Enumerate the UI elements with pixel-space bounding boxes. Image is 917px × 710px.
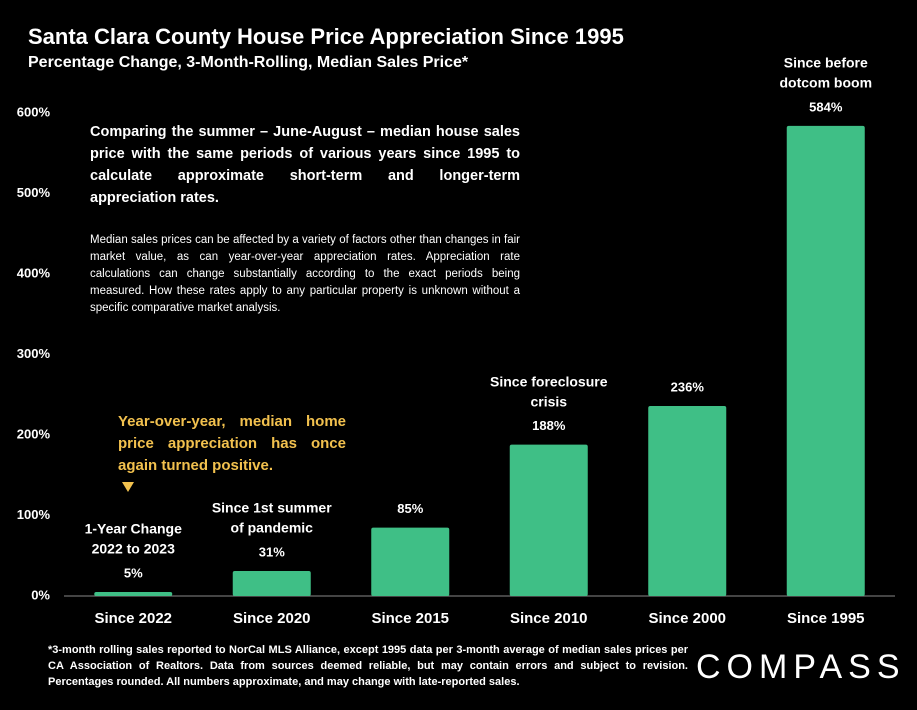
bar-note: 1-Year Change — [85, 521, 182, 537]
y-tick-label: 200% — [17, 426, 51, 441]
value-label: 85% — [397, 501, 423, 516]
bar — [232, 571, 311, 596]
highlight-text: Year-over-year, median home price apprec… — [118, 413, 346, 474]
x-tick-label: Since 2020 — [233, 610, 311, 627]
y-tick-label: 300% — [17, 346, 51, 361]
brand-logo: COMPASS — [696, 648, 906, 686]
intro-text: Comparing the summer – June-August – med… — [90, 124, 520, 206]
bar — [786, 125, 865, 596]
bar-note: Since 1st summer — [212, 500, 332, 516]
x-tick-label: Since 1995 — [787, 610, 865, 627]
value-label: 584% — [809, 99, 843, 114]
bar-note: Since foreclosure — [490, 373, 608, 389]
value-label: 188% — [532, 418, 566, 433]
bar-note: dotcom boom — [779, 75, 872, 91]
bar — [648, 406, 727, 596]
footnote: *3-month rolling sales reported to NorCa… — [48, 644, 688, 688]
bar-note: crisis — [530, 393, 567, 409]
value-label: 31% — [259, 544, 285, 559]
disclaimer-text: Median sales prices can be affected by a… — [90, 234, 520, 314]
x-tick-label: Since 2000 — [648, 610, 726, 627]
chart-subtitle: Percentage Change, 3-Month-Rolling, Medi… — [28, 54, 469, 71]
x-tick-label: Since 2010 — [510, 610, 588, 627]
value-label: 5% — [124, 565, 143, 580]
bar-note: of pandemic — [231, 520, 314, 536]
bar — [371, 527, 450, 596]
pointer-arrow — [122, 482, 134, 492]
y-tick-label: 100% — [17, 507, 51, 522]
y-tick-label: 600% — [17, 104, 51, 119]
chart-title: Santa Clara County House Price Appreciat… — [28, 24, 624, 49]
x-tick-label: Since 2015 — [371, 610, 449, 627]
y-tick-label: 400% — [17, 265, 51, 280]
x-tick-label: Since 2022 — [94, 610, 172, 627]
bar-note: 2022 to 2023 — [92, 541, 175, 557]
y-tick-label: 0% — [31, 587, 50, 602]
y-tick-label: 500% — [17, 185, 51, 200]
bar — [509, 444, 588, 596]
bar — [94, 591, 173, 596]
bar-note: Since before — [784, 55, 868, 71]
value-label: 236% — [671, 379, 705, 394]
